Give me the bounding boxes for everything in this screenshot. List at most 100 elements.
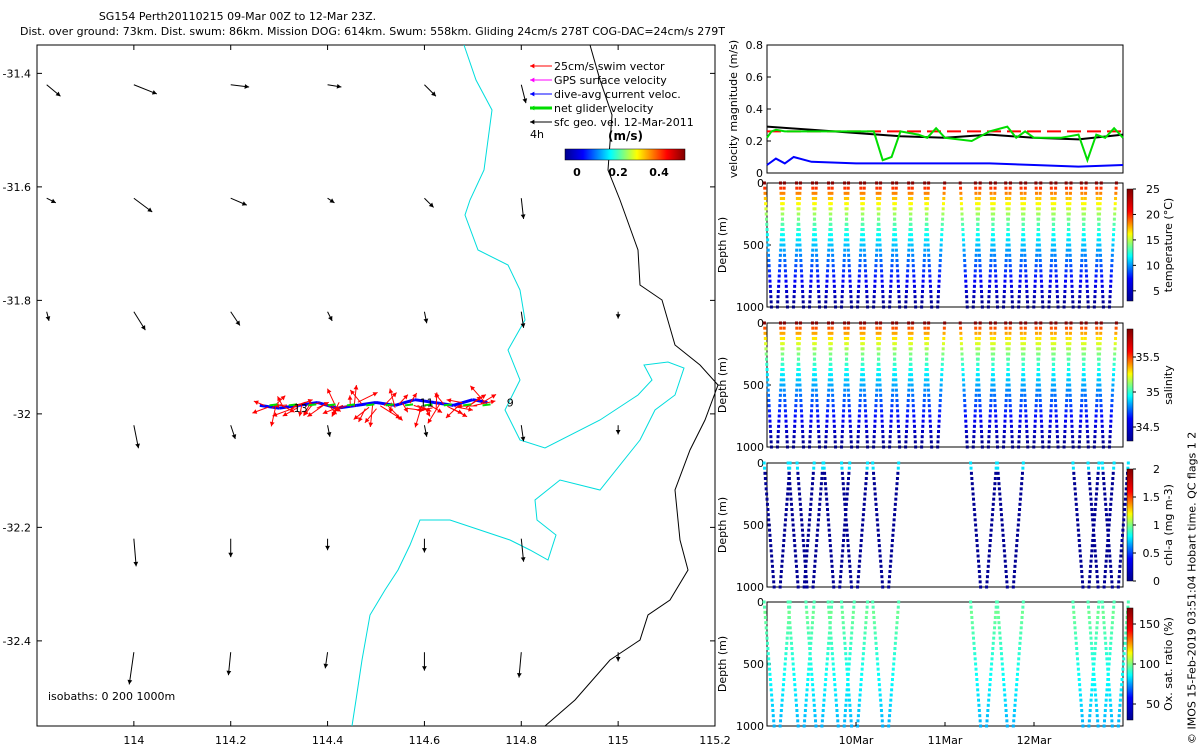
profile-sample — [798, 502, 802, 506]
profile-sample — [1110, 264, 1114, 268]
profile-sample — [864, 414, 868, 418]
profile-sample — [786, 626, 790, 630]
profile-sample — [1002, 549, 1006, 553]
profile-sample — [880, 580, 884, 584]
profile-sample — [865, 300, 869, 304]
profile-sample — [1021, 461, 1025, 465]
profile-sample — [991, 368, 995, 371]
profile-sample — [927, 321, 931, 325]
profile-sample — [977, 337, 981, 340]
profile-sample — [910, 238, 914, 242]
profile-sample — [1065, 331, 1069, 335]
profile-sample — [960, 207, 964, 211]
profile-sample — [1020, 238, 1024, 242]
profile-sample — [979, 585, 983, 589]
profile-sample — [784, 284, 788, 288]
profile-sample — [857, 414, 861, 418]
profile-sample — [1069, 409, 1073, 413]
profile-sample — [891, 533, 895, 537]
profile-sample — [799, 508, 803, 511]
profile-sample — [818, 305, 822, 309]
profile-sample — [860, 672, 864, 676]
profile-sample — [943, 321, 947, 325]
profile-sample — [877, 368, 881, 371]
profile-sample — [827, 523, 831, 527]
profile-sample — [1032, 295, 1036, 299]
profile-sample — [942, 191, 946, 195]
profile-sample — [826, 269, 830, 273]
profile-sample — [895, 393, 899, 397]
profile-sample — [929, 295, 933, 299]
profile-sample — [1067, 368, 1071, 371]
profile-sample — [829, 636, 833, 640]
profile-sample — [805, 683, 809, 687]
profile-sample — [810, 482, 814, 486]
profile-sample — [833, 440, 837, 444]
profile-sample — [1091, 667, 1095, 671]
profile-sample — [828, 202, 832, 206]
profile-sample — [1023, 393, 1027, 397]
profile-sample — [862, 502, 866, 506]
profile-sample — [973, 274, 977, 278]
profile-sample — [833, 300, 837, 304]
profile-sample — [811, 580, 815, 584]
profile-sample — [779, 575, 783, 579]
profile-sample — [1080, 197, 1084, 200]
profile-sample — [959, 342, 963, 346]
profile-sample — [793, 414, 797, 418]
profile-sample — [1023, 248, 1027, 252]
profile-sample — [1095, 337, 1099, 340]
profile-sample — [980, 295, 984, 299]
profile-sample — [1079, 419, 1083, 423]
profile-sample — [1054, 264, 1058, 268]
profile-sample — [862, 508, 866, 511]
profile-sample — [875, 243, 879, 247]
map-axes-frame — [36, 44, 716, 727]
profile-sample — [863, 487, 867, 491]
profile-sample — [1080, 186, 1084, 190]
profile-sample — [894, 233, 898, 237]
profile-sample — [1005, 238, 1009, 242]
profile-sample — [830, 238, 834, 242]
profile-sample — [865, 430, 869, 433]
time-tick-label: 12Mar — [1017, 734, 1052, 747]
profile-sample — [988, 424, 992, 428]
profile-sample — [991, 373, 995, 377]
profile-sample — [1038, 186, 1042, 190]
map-y-tick-label: -32 — [13, 408, 31, 421]
profile-sample — [787, 477, 791, 480]
profile-sample — [1048, 430, 1052, 433]
profile-sample — [1094, 636, 1098, 640]
profile-sample — [846, 326, 850, 330]
profile-sample — [878, 326, 882, 330]
profile-sample — [1005, 243, 1009, 247]
profile-sample — [1087, 616, 1091, 619]
profile-sample — [1104, 641, 1108, 645]
profile-sample — [1084, 331, 1088, 335]
profile-sample — [1102, 616, 1106, 619]
profile-sample — [801, 290, 805, 293]
profile-sample — [1008, 399, 1012, 402]
profile-sample — [1108, 290, 1112, 293]
profile-sample — [856, 295, 860, 299]
profile-sample — [803, 554, 807, 558]
profile-sample — [1089, 703, 1093, 707]
profile-sample — [977, 559, 981, 563]
profile-sample — [1004, 191, 1008, 195]
profile-sample — [993, 321, 997, 325]
profile-sample — [1074, 636, 1078, 640]
profile-sample — [1095, 399, 1099, 402]
profile-sample — [977, 393, 981, 397]
profile-sample — [1051, 222, 1055, 226]
profile-sample — [796, 724, 800, 728]
profile-sample — [848, 564, 852, 568]
profile-sample — [1087, 724, 1091, 728]
profile-sample — [811, 337, 815, 340]
profile-sample — [990, 383, 994, 387]
profile-sample — [1051, 357, 1055, 361]
profile-sample — [838, 585, 842, 589]
profile-sample — [1077, 300, 1081, 304]
profile-sample — [1101, 305, 1105, 309]
profile-sample — [977, 342, 981, 346]
profile-sample — [785, 435, 789, 439]
